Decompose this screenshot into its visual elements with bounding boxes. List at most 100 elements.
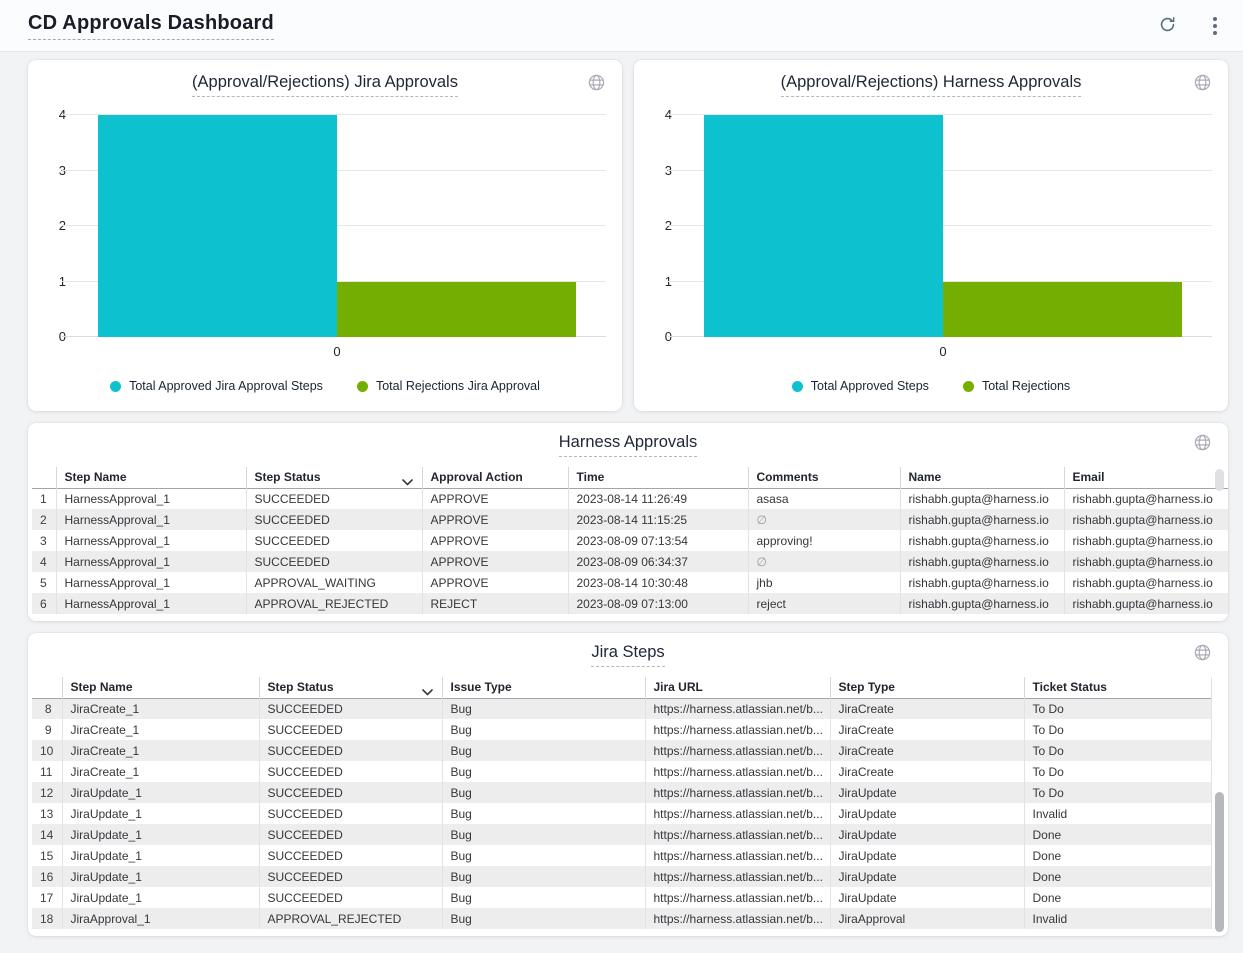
column-header[interactable]: Jira URL [644,677,830,698]
jira-steps-table: Step Name Step Status Issue Type Jira URL St… [32,677,1212,929]
bar-series-0[interactable] [703,115,943,337]
table-cell: Bug [441,719,645,740]
x-tick-label: 0 [939,344,947,359]
table-row: 18 JiraApproval_1 APPROVAL_REJECTED Bug http… [32,908,1212,929]
column-header[interactable]: Comments [747,467,900,488]
legend-item-0[interactable]: Total Approved Steps [791,379,929,393]
x-axis: 0 [674,337,1212,359]
column-header[interactable]: Time [567,467,748,488]
table-cell: https://harness.atlassian.net/b... [644,866,830,887]
legend-item-0[interactable]: Total Approved Jira Approval Steps [110,379,323,393]
dashboard-content: (Approval/Rejections) Jira Approvals 012… [0,52,1243,936]
legend-dot-icon [356,380,368,392]
legend-item-1[interactable]: Total Rejections [962,379,1070,393]
chart-title[interactable]: (Approval/Rejections) Jira Approvals [192,73,458,97]
table-cell: HarnessApproval_1 [55,593,246,614]
plot-area [668,114,1212,337]
row-number: 9 [44,722,52,737]
table-cell: 2023-08-14 10:30:48 [567,572,748,593]
legend-label: Total Approved Jira Approval Steps [129,379,323,393]
table-cell: SUCCEEDED [258,866,442,887]
table-cell: Done [1023,824,1212,845]
sort-chevron-down-icon[interactable] [421,685,433,698]
globe-icon[interactable] [1193,73,1212,97]
table-cell: 2023-08-09 07:13:00 [567,593,748,614]
row-number: 15 [40,848,54,863]
plot-area [62,114,606,337]
x-tick-label: 0 [333,344,341,359]
table-cell: JiraApproval [829,908,1024,929]
y-tick-label: 0 [59,330,66,344]
table-header-row: Step Name Step Status Issue Type Jira URL St… [32,677,1212,698]
table-row: 1 HarnessApproval_1 SUCCEEDED APPROVE 2023-0… [32,488,1229,509]
table-cell: HarnessApproval_1 [55,551,246,572]
row-number: 13 [40,806,54,821]
table-cell: Bug [441,803,645,824]
refresh-button[interactable] [1156,13,1179,39]
y-tick-label: 1 [665,274,672,289]
table-cell: JiraCreate_1 [61,719,259,740]
column-header[interactable]: Approval Action [421,467,568,488]
table-cell: Bug [441,824,645,845]
page-title[interactable]: CD Approvals Dashboard [28,12,274,40]
table-row: 17 JiraUpdate_1 SUCCEEDED Bug https://harnes… [32,887,1212,908]
gridline [62,114,606,115]
table-cell: rishabh.gupta@harness.io [899,593,1064,614]
table-cell: rishabh.gupta@harness.io [899,509,1064,530]
column-header[interactable]: Email [1063,467,1229,488]
column-header[interactable]: Issue Type [441,677,645,698]
table-title[interactable]: Jira Steps [591,643,665,667]
table-cell: Invalid [1023,908,1212,929]
table-cell: https://harness.atlassian.net/b... [644,740,830,761]
bar-chart: 0 1 2 3 4 0 [650,108,1212,359]
table-row: 6 HarnessApproval_1 APPROVAL_REJECTED REJEC… [32,593,1229,614]
table-cell: Done [1023,845,1212,866]
bar-series-0[interactable] [97,115,337,337]
table-header-row: Step Name Step Status Approval Action Time C… [32,467,1229,488]
top-bar: CD Approvals Dashboard [0,0,1243,52]
globe-icon[interactable] [1193,643,1212,667]
row-number: 17 [40,890,54,905]
table-cell: SUCCEEDED [258,740,442,761]
table-cell: asasa [747,488,900,509]
more-options-button[interactable] [1207,15,1223,37]
table-cell: rishabh.gupta@harness.io [1063,509,1229,530]
table-cell: Bug [441,908,645,929]
table-cell: rishabh.gupta@harness.io [1063,593,1229,614]
column-header[interactable]: Name [899,467,1064,488]
table-cell: SUCCEEDED [258,698,442,719]
column-header[interactable]: Step Status [258,677,442,698]
harness-approvals-table: Step Name Step Status Approval Action Time C… [32,467,1229,614]
table-cell: rishabh.gupta@harness.io [1063,488,1229,509]
globe-icon[interactable] [1193,433,1212,457]
bar-series-1[interactable] [337,281,577,337]
y-tick-label: 4 [665,108,672,122]
column-header[interactable]: Step Name [61,677,259,698]
table-row: 14 JiraUpdate_1 SUCCEEDED Bug https://harnes… [32,824,1212,845]
table-cell: SUCCEEDED [245,551,422,572]
row-number: 4 [40,554,47,569]
table-cell: JiraCreate [829,761,1024,782]
sort-chevron-down-icon[interactable] [401,475,413,488]
table-title[interactable]: Harness Approvals [558,433,698,457]
legend-item-1[interactable]: Total Rejections Jira Approval [356,379,540,393]
bar-series-1[interactable] [943,281,1183,337]
bar-chart: 0 1 2 3 4 0 [44,108,606,359]
refresh-icon [1158,15,1177,37]
table-cell: Invalid [1023,803,1212,824]
chart-title[interactable]: (Approval/Rejections) Harness Approvals [780,73,1082,97]
row-number: 6 [40,596,47,611]
column-header[interactable]: Step Name [55,467,246,488]
row-number: 18 [40,911,54,926]
column-header[interactable]: Ticket Status [1023,677,1212,698]
table-cell: JiraCreate [829,719,1024,740]
vertical-scrollbar-thumb[interactable] [1215,469,1224,491]
column-header[interactable]: Step Type [829,677,1024,698]
vertical-scrollbar-thumb[interactable] [1215,792,1224,932]
column-header[interactable]: Step Status [245,467,422,488]
table-cell: Bug [441,740,645,761]
table-cell: JiraUpdate [829,845,1024,866]
row-number: 11 [40,764,53,779]
table-cell: ∅ [747,509,900,530]
globe-icon[interactable] [587,73,606,97]
